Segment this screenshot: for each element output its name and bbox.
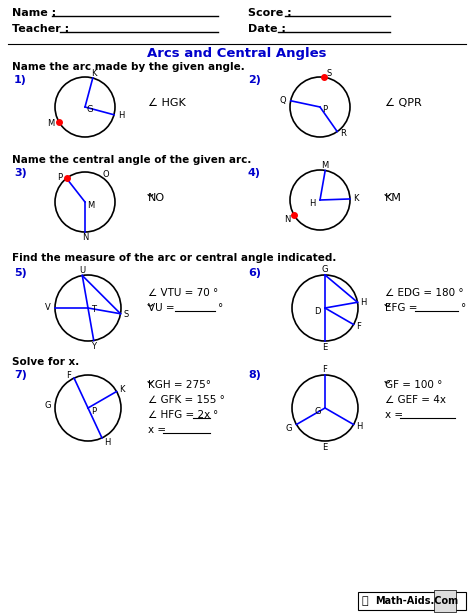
Text: H: H: [356, 422, 363, 431]
Text: H: H: [118, 112, 124, 120]
Text: H: H: [310, 199, 316, 207]
Bar: [358, 592, 466, 610]
Text: N: N: [82, 234, 88, 243]
Text: °: °: [218, 303, 223, 313]
Text: K: K: [353, 194, 358, 204]
Text: H: H: [361, 298, 367, 306]
Text: S: S: [326, 69, 331, 78]
Text: 7): 7): [14, 370, 27, 380]
Text: K: K: [91, 69, 97, 77]
Text: S: S: [124, 310, 129, 319]
Text: ∠ GEF = 4x: ∠ GEF = 4x: [385, 395, 446, 405]
Text: °: °: [213, 410, 218, 420]
Text: O: O: [102, 170, 109, 179]
Text: N: N: [283, 215, 290, 224]
Text: Date :: Date :: [248, 24, 286, 34]
Text: M: M: [47, 120, 54, 129]
Text: 📊: 📊: [362, 596, 369, 606]
Text: EFG =: EFG =: [385, 303, 418, 313]
Text: Score :: Score :: [248, 8, 292, 18]
Text: 5): 5): [14, 268, 27, 278]
Text: x =: x =: [148, 425, 166, 435]
Text: KGH = 275°: KGH = 275°: [148, 380, 211, 390]
Text: G: G: [87, 105, 93, 115]
Text: F: F: [323, 365, 328, 375]
Text: G: G: [286, 424, 292, 433]
Text: M: M: [321, 161, 329, 170]
Text: H: H: [104, 438, 110, 447]
Text: Name the arc made by the given angle.: Name the arc made by the given angle.: [12, 62, 245, 72]
Text: Teacher :: Teacher :: [12, 24, 69, 34]
Text: T: T: [91, 305, 96, 314]
Text: x =: x =: [385, 410, 403, 420]
Text: 8): 8): [248, 370, 261, 380]
Text: °: °: [461, 303, 466, 313]
Text: ∠ QPR: ∠ QPR: [385, 98, 422, 108]
Text: 1): 1): [14, 75, 27, 85]
Bar: [434, 590, 456, 612]
Text: 3): 3): [14, 168, 27, 178]
Text: ∠ HGK: ∠ HGK: [148, 98, 186, 108]
Text: M: M: [87, 200, 94, 210]
Text: U: U: [79, 266, 85, 275]
Text: R: R: [340, 129, 346, 138]
Text: Arcs and Central Angles: Arcs and Central Angles: [147, 47, 327, 61]
Text: G: G: [315, 406, 321, 416]
Text: E: E: [322, 343, 328, 351]
Text: F: F: [356, 322, 362, 331]
Text: Q: Q: [279, 96, 286, 105]
Text: ∠ GFK = 155 °: ∠ GFK = 155 °: [148, 395, 225, 405]
Text: NO: NO: [148, 193, 165, 203]
Text: Y: Y: [91, 342, 96, 351]
Text: D: D: [315, 306, 321, 316]
Text: Name :: Name :: [12, 8, 56, 18]
Text: P: P: [57, 173, 63, 182]
Text: Name the central angle of the given arc.: Name the central angle of the given arc.: [12, 155, 251, 165]
Text: F: F: [66, 371, 71, 379]
Text: E: E: [322, 443, 328, 452]
Text: P: P: [91, 406, 96, 416]
Text: Solve for x.: Solve for x.: [12, 357, 79, 367]
Text: P: P: [322, 105, 327, 115]
Text: G: G: [45, 401, 51, 409]
Text: 4): 4): [248, 168, 261, 178]
Text: ∠ VTU = 70 °: ∠ VTU = 70 °: [148, 288, 218, 298]
Text: 6): 6): [248, 268, 261, 278]
Text: ∠ EDG = 180 °: ∠ EDG = 180 °: [385, 288, 464, 298]
Text: 2): 2): [248, 75, 261, 85]
Text: KM: KM: [385, 193, 402, 203]
Text: Math-Aids.Com: Math-Aids.Com: [375, 596, 458, 606]
Text: ∠ HFG = 2x: ∠ HFG = 2x: [148, 410, 210, 420]
Text: VU =: VU =: [148, 303, 174, 313]
Text: GF = 100 °: GF = 100 °: [385, 380, 442, 390]
Text: Find the measure of the arc or central angle indicated.: Find the measure of the arc or central a…: [12, 253, 337, 263]
Text: K: K: [119, 385, 125, 394]
Text: G: G: [322, 265, 328, 275]
Text: V: V: [45, 303, 51, 313]
